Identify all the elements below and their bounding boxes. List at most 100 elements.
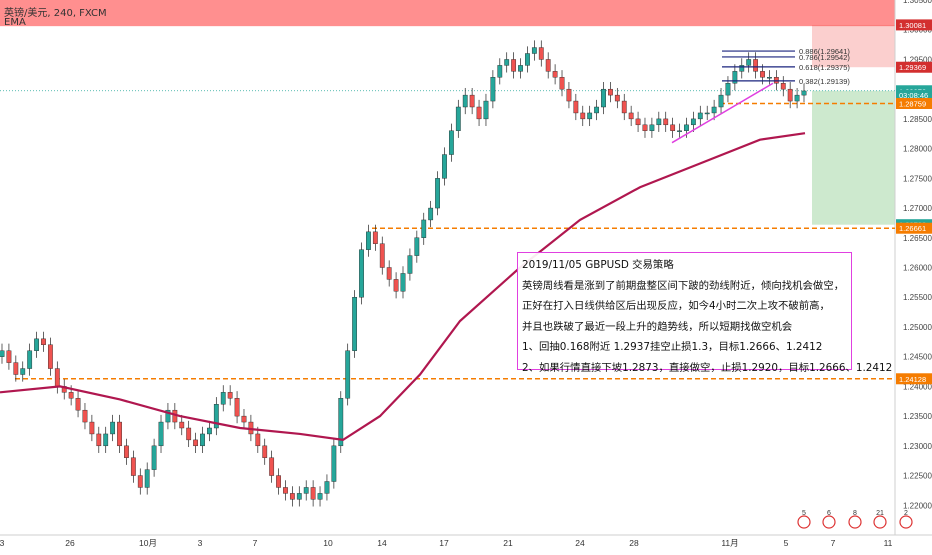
candle-body — [241, 415, 247, 423]
price-tick-label: 1.22000 — [903, 501, 932, 510]
candle-body — [780, 83, 786, 90]
candle-body — [296, 493, 302, 500]
candle-body — [213, 404, 219, 429]
candle-body — [124, 445, 129, 458]
candle-body — [179, 421, 185, 429]
time-tick-label: 5 — [784, 538, 789, 548]
price-tag — [896, 97, 932, 109]
note-line: 正好在打入日线供给区后出现反应，如今4小时二次上攻不破前高， — [522, 300, 830, 312]
candle-body — [518, 65, 523, 72]
candle-body — [732, 71, 738, 84]
candle-body — [186, 427, 192, 441]
price-tag — [896, 222, 932, 234]
candle-body — [366, 231, 371, 250]
candle-body — [359, 249, 364, 298]
candle-body — [283, 487, 288, 494]
candle-body — [773, 77, 779, 84]
price-tag — [896, 19, 932, 31]
price-tick-label: 1.22500 — [903, 472, 932, 481]
candle-body — [110, 421, 116, 435]
time-tick-label: 21 — [503, 538, 513, 548]
candle-body — [144, 469, 150, 488]
note-line: 1、回抽0.168附近 1.2937挂空止损1.3，目标1.2666、1.241… — [522, 341, 823, 353]
candle-body — [193, 439, 198, 447]
event-badge — [822, 515, 836, 529]
indicator-label[interactable]: EMA — [4, 17, 26, 28]
candle-body — [310, 487, 316, 500]
candle-body — [13, 362, 19, 375]
candle-body — [372, 231, 378, 244]
price-tag — [896, 89, 932, 101]
candle-body — [137, 475, 143, 488]
fib-level-label: 0.382(1.29139) — [799, 77, 850, 86]
candle-body — [525, 53, 530, 66]
trade-plan-note[interactable]: 2019/11/05 GBPUSD 交易策略 英镑周线看是涨到了前期盘整区间下跛… — [517, 252, 892, 374]
candle-body — [767, 77, 772, 79]
candle-body — [483, 100, 489, 120]
price-tick-label: 1.27000 — [903, 204, 932, 213]
price-tick-label: 1.24000 — [903, 382, 932, 391]
candle-body — [345, 350, 351, 399]
candle-body — [34, 338, 39, 351]
candle-body — [504, 59, 510, 66]
candle-body — [587, 112, 593, 120]
fib-level-label: 0.886(1.29641) — [799, 47, 850, 56]
event-badge-count: 21 — [876, 510, 884, 517]
note-line: 2、如果行情直接下坡1.2873，直接做空，止损1.2920，目标1.2666、… — [522, 361, 893, 374]
time-tick-label: 10月 — [139, 538, 157, 548]
price-tag — [896, 61, 932, 73]
candle-body — [538, 47, 544, 60]
time-tick-label: 7 — [831, 538, 836, 548]
event-badge — [848, 515, 862, 529]
price-tick-label: 1.27500 — [903, 174, 932, 183]
price-tick-label: 1.23000 — [903, 442, 932, 451]
price-tag-label: 1.28759 — [899, 99, 926, 108]
price-tag-label: 03:08:46 — [899, 91, 928, 100]
candle-body — [117, 421, 122, 447]
time-tick-label: 28 — [629, 538, 639, 548]
candle-body — [41, 338, 46, 345]
time-tick-label: 10 — [323, 538, 333, 548]
candle-body — [697, 112, 703, 120]
candle-body — [324, 481, 330, 494]
candle-body — [75, 398, 81, 411]
time-tick-label: 11 — [884, 538, 893, 548]
candle-body — [20, 368, 26, 375]
candle-body — [428, 207, 434, 221]
candle-body — [552, 71, 558, 78]
candle-body — [400, 273, 406, 292]
candle-body — [82, 409, 88, 423]
event-badge — [873, 515, 887, 529]
price-tick-label: 1.28500 — [903, 115, 932, 124]
trend-line — [671, 82, 774, 144]
candle-body — [725, 83, 731, 96]
candle-body — [594, 106, 599, 114]
candle-body — [207, 427, 212, 435]
candle-body — [130, 457, 136, 476]
candle-body — [47, 344, 53, 369]
candle-body — [573, 100, 579, 114]
candle-body — [635, 118, 641, 126]
candle-body — [6, 350, 12, 363]
candle-body — [234, 398, 240, 417]
candle-body — [220, 392, 226, 405]
fib-level-label: 0.618(1.29375) — [799, 63, 850, 72]
price-tag-label: 1.29369 — [899, 63, 926, 72]
time-tick-label: 24 — [575, 538, 585, 548]
candle-body — [393, 279, 399, 292]
candle-body — [677, 130, 682, 132]
candle-body — [0, 350, 5, 357]
candle-body — [158, 421, 164, 447]
stop-loss-zone — [812, 24, 895, 68]
candle-body — [663, 118, 669, 126]
candle-body — [338, 398, 344, 447]
price-tick-label: 1.24500 — [903, 353, 932, 362]
event-badge-count: 6 — [827, 510, 831, 517]
price-tag-label: 1.26661 — [899, 224, 926, 233]
event-badge-count: 5 — [802, 510, 806, 517]
candle-body — [435, 178, 440, 209]
price-tick-label: 1.25500 — [903, 293, 932, 302]
time-tick-label: 3 — [198, 538, 203, 548]
